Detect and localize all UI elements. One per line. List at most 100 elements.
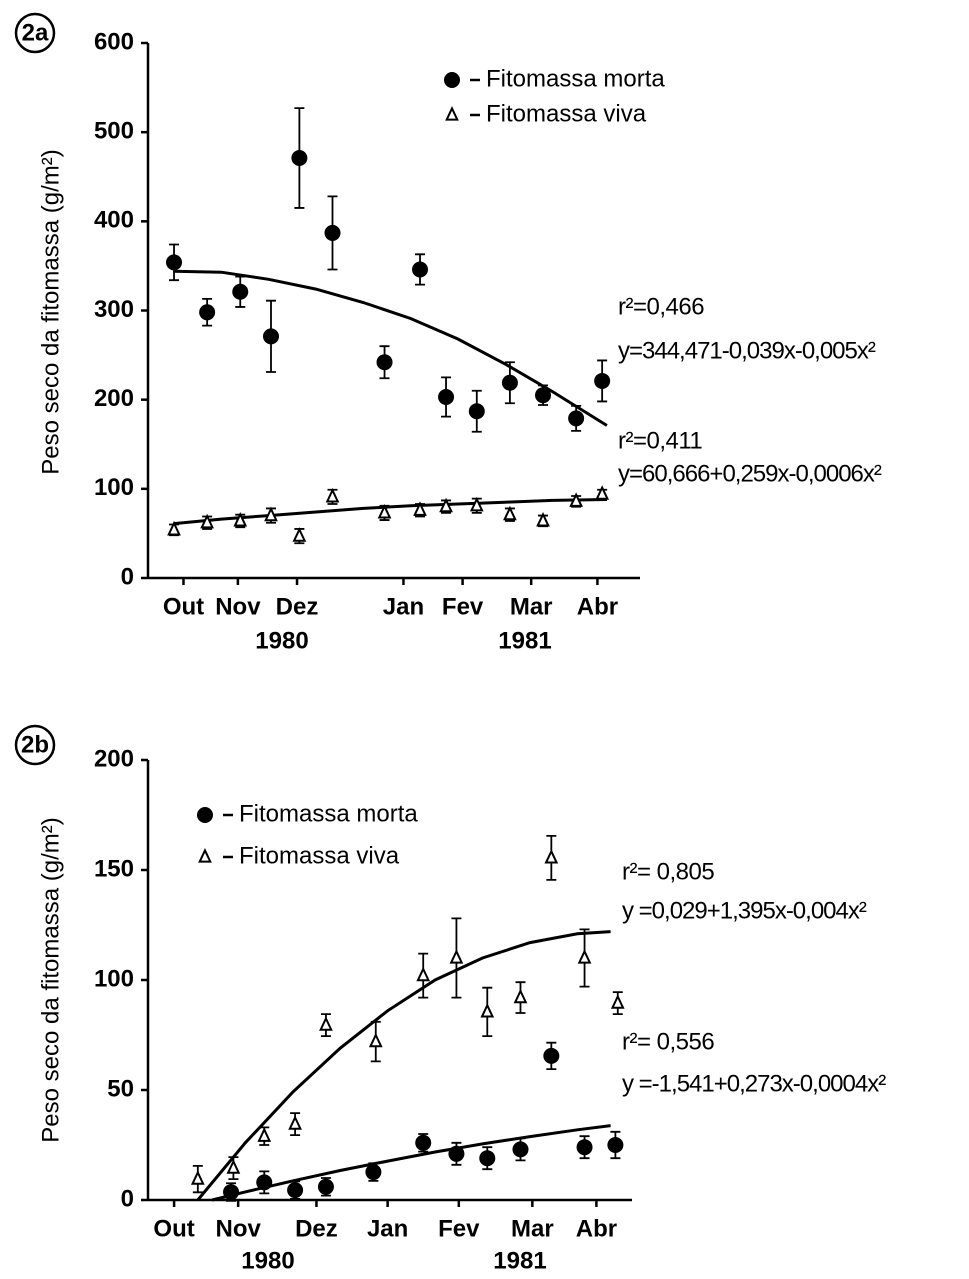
- point: [287, 1182, 304, 1199]
- year-label: 1981: [493, 1247, 546, 1274]
- panel-label: 2a: [22, 19, 49, 46]
- x-tick-label: Out: [153, 1215, 194, 1242]
- panel-label: 2b: [21, 731, 49, 758]
- point: [480, 1002, 495, 1018]
- point: [368, 1032, 383, 1048]
- point: [377, 503, 392, 519]
- y-tick-label: 0: [121, 1185, 134, 1212]
- x-tick-label: Mar: [511, 1215, 554, 1242]
- x-tick-label: Mar: [510, 593, 553, 620]
- point: [501, 374, 518, 391]
- legend-marker: [197, 807, 213, 823]
- point: [594, 372, 611, 389]
- point: [413, 501, 427, 516]
- point: [199, 304, 216, 321]
- y-tick-label: 0: [121, 563, 134, 590]
- point: [325, 487, 340, 503]
- year-label: 1980: [241, 1247, 294, 1274]
- y-tick-label: 150: [94, 855, 134, 882]
- y-tick-label: 300: [94, 296, 134, 323]
- point: [365, 1164, 382, 1181]
- legend-label: Fitomassa morta: [486, 65, 665, 92]
- year-label: 1980: [255, 627, 308, 654]
- point: [190, 1170, 205, 1185]
- fit-equation: y=344,471-0,039x-0,005x²: [618, 337, 876, 364]
- fit-curve: [211, 1124, 611, 1202]
- legend-label: Fitomassa morta: [239, 800, 418, 827]
- point: [376, 354, 393, 371]
- y-tick-label: 100: [94, 474, 134, 501]
- fit-equation: y =-1,541+0,273x-0,0004x²: [622, 1070, 886, 1097]
- point: [223, 1184, 240, 1201]
- x-tick-label: Dez: [276, 593, 319, 620]
- point: [264, 506, 278, 522]
- x-tick-label: Fev: [442, 593, 484, 620]
- legend-label: Fitomassa viva: [239, 842, 400, 869]
- point: [412, 261, 429, 278]
- point: [167, 520, 181, 536]
- point: [438, 388, 455, 405]
- fit-r2: r²= 0,556: [622, 1028, 714, 1055]
- panel-circle: [14, 724, 56, 766]
- y-tick-label: 100: [94, 965, 134, 992]
- x-tick-label: Nov: [215, 1215, 261, 1242]
- point: [479, 1150, 496, 1167]
- x-tick-label: Abr: [576, 1215, 617, 1242]
- point: [610, 994, 625, 1009]
- point: [292, 527, 307, 542]
- point: [607, 1137, 624, 1153]
- x-tick-label: Jan: [367, 1215, 408, 1242]
- y-tick-label: 500: [94, 118, 134, 145]
- point: [319, 1016, 333, 1031]
- point: [257, 1127, 272, 1142]
- point: [469, 496, 484, 512]
- fit-curve: [173, 498, 607, 526]
- point: [544, 848, 559, 864]
- x-tick-label: Dez: [295, 1215, 338, 1242]
- point: [568, 410, 585, 427]
- point: [468, 403, 485, 420]
- legend-marker: [445, 106, 459, 121]
- fit-r2: r²= 0,805: [622, 858, 714, 885]
- point: [415, 1134, 432, 1151]
- point: [512, 1141, 529, 1158]
- point: [449, 949, 464, 964]
- year-label: 1981: [498, 627, 551, 654]
- point: [233, 511, 248, 527]
- point: [200, 513, 214, 529]
- fit-curve: [196, 930, 611, 1201]
- legend-label: Fitomassa viva: [486, 100, 647, 127]
- point: [166, 254, 183, 271]
- y-axis-label: Peso seco da fitomassa (g/m²): [37, 817, 64, 1142]
- point: [595, 485, 610, 500]
- point: [543, 1047, 560, 1064]
- point: [291, 150, 308, 167]
- y-tick-label: 600: [94, 28, 134, 55]
- panel-circle: [14, 12, 56, 54]
- point: [577, 949, 592, 964]
- point: [439, 497, 453, 513]
- y-axis-label: Peso seco da fitomassa (g/m²): [37, 149, 64, 474]
- point: [536, 511, 550, 527]
- point: [503, 505, 517, 521]
- point: [317, 1178, 334, 1195]
- point: [569, 492, 583, 507]
- fit-equation: y=60,666+0,259x-0,0006x²: [618, 460, 882, 487]
- point: [256, 1174, 273, 1191]
- x-tick-label: Nov: [215, 593, 261, 620]
- legend-marker: [198, 848, 212, 863]
- point: [513, 988, 528, 1004]
- point: [448, 1145, 465, 1162]
- point: [416, 966, 431, 982]
- x-tick-label: Out: [163, 593, 204, 620]
- x-tick-label: Abr: [577, 593, 618, 620]
- point: [226, 1159, 241, 1174]
- fit-r2: r²=0,411: [618, 427, 702, 454]
- point: [263, 328, 279, 345]
- point: [232, 283, 249, 300]
- y-tick-label: 50: [107, 1075, 134, 1102]
- x-tick-label: Fev: [438, 1215, 480, 1242]
- point: [535, 387, 552, 404]
- point: [576, 1139, 593, 1156]
